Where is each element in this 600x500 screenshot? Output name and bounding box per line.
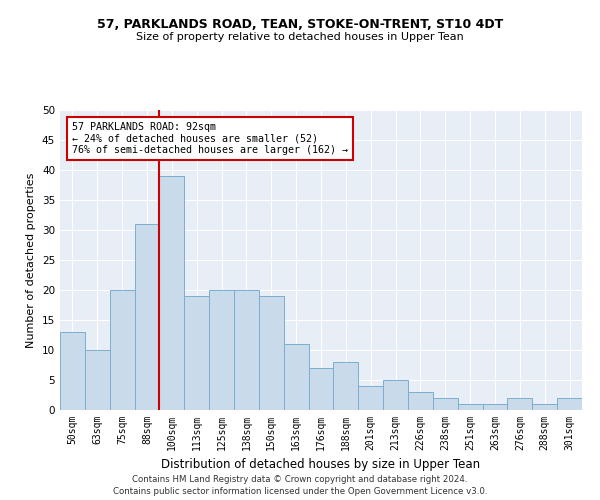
Bar	[160, 176, 184, 410]
Bar	[458, 404, 482, 410]
Bar	[209, 290, 234, 410]
Bar	[557, 398, 582, 410]
Bar	[308, 368, 334, 410]
Bar	[110, 290, 134, 410]
Text: Contains HM Land Registry data © Crown copyright and database right 2024.: Contains HM Land Registry data © Crown c…	[132, 475, 468, 484]
Bar	[284, 344, 308, 410]
Text: Size of property relative to detached houses in Upper Tean: Size of property relative to detached ho…	[136, 32, 464, 42]
Bar	[358, 386, 383, 410]
Bar	[532, 404, 557, 410]
Bar	[60, 332, 85, 410]
X-axis label: Distribution of detached houses by size in Upper Tean: Distribution of detached houses by size …	[161, 458, 481, 471]
Bar	[234, 290, 259, 410]
Bar	[334, 362, 358, 410]
Bar	[408, 392, 433, 410]
Text: 57, PARKLANDS ROAD, TEAN, STOKE-ON-TRENT, ST10 4DT: 57, PARKLANDS ROAD, TEAN, STOKE-ON-TRENT…	[97, 18, 503, 30]
Bar	[85, 350, 110, 410]
Text: Contains public sector information licensed under the Open Government Licence v3: Contains public sector information licen…	[113, 488, 487, 496]
Bar	[508, 398, 532, 410]
Y-axis label: Number of detached properties: Number of detached properties	[26, 172, 37, 348]
Bar	[134, 224, 160, 410]
Bar	[433, 398, 458, 410]
Bar	[482, 404, 508, 410]
Bar	[259, 296, 284, 410]
Text: 57 PARKLANDS ROAD: 92sqm
← 24% of detached houses are smaller (52)
76% of semi-d: 57 PARKLANDS ROAD: 92sqm ← 24% of detach…	[73, 122, 349, 155]
Bar	[383, 380, 408, 410]
Bar	[184, 296, 209, 410]
